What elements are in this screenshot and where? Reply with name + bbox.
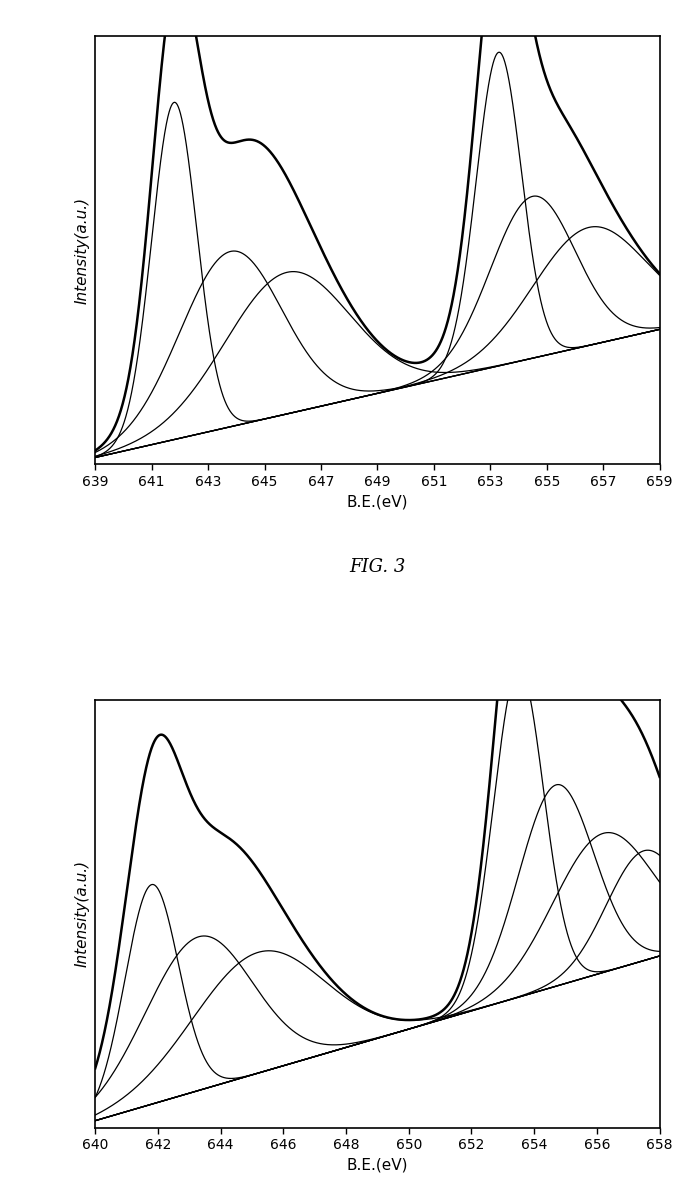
Y-axis label: Intensity(a.u.): Intensity(a.u.) — [75, 197, 90, 304]
X-axis label: B.E.(eV): B.E.(eV) — [347, 494, 408, 509]
Text: FIG. 3: FIG. 3 — [350, 558, 405, 576]
X-axis label: B.E.(eV): B.E.(eV) — [347, 1158, 408, 1172]
Y-axis label: Intensity(a.u.): Intensity(a.u.) — [75, 860, 90, 967]
